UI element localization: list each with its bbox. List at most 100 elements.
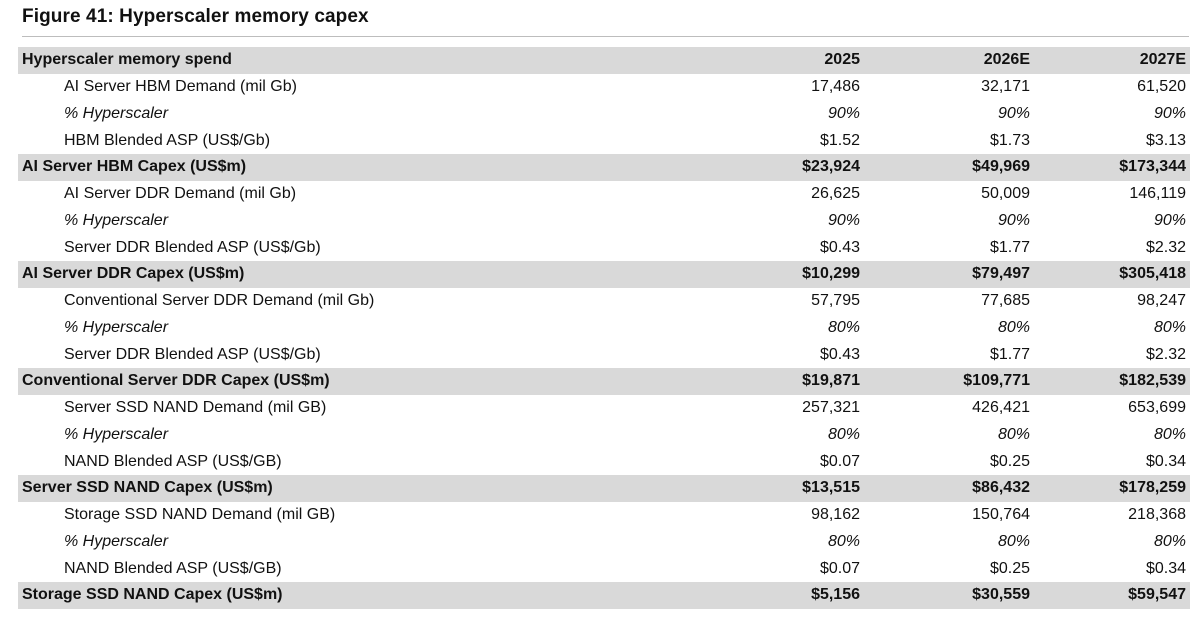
row-label: AI Server DDR Demand (mil Gb)	[64, 185, 297, 203]
cell-2025: 26,625	[811, 185, 860, 203]
figure-title: Figure 41: Hyperscaler memory capex	[22, 6, 369, 27]
cell-2027e: $182,539	[1034, 368, 1190, 395]
row-label: Server SSD NAND Capex (US$m)	[18, 475, 674, 502]
cell-2025: $13,515	[674, 475, 864, 502]
table-row: Storage SSD NAND Demand (mil GB) 98,162 …	[18, 502, 1190, 529]
subtotal-row: Storage SSD NAND Capex (US$m) $5,156 $30…	[18, 582, 1190, 609]
subtotal-row: Server SSD NAND Capex (US$m) $13,515 $86…	[18, 475, 1190, 502]
header-year-2027e: 2027E	[1034, 47, 1190, 74]
cell-2027e: $305,418	[1034, 261, 1190, 288]
row-label: Conventional Server DDR Capex (US$m)	[18, 368, 674, 395]
cell-2026e: $79,497	[864, 261, 1034, 288]
row-label: % Hyperscaler	[64, 211, 169, 229]
cell-2026e: 50,009	[981, 185, 1030, 203]
table-row: AI Server DDR Demand (mil Gb) 26,625 50,…	[18, 181, 1190, 208]
cell-2025: 80%	[827, 318, 860, 336]
cell-2026e: $1.73	[989, 131, 1030, 149]
table-row: AI Server HBM Demand (mil Gb) 17,486 32,…	[18, 74, 1190, 101]
cell-2027e: 80%	[1153, 532, 1186, 550]
row-label: AI Server HBM Capex (US$m)	[18, 154, 674, 181]
cell-2025: $0.43	[819, 238, 860, 256]
cell-2025: $10,299	[674, 261, 864, 288]
cell-2026e: 32,171	[981, 78, 1030, 96]
cell-2027e: $178,259	[1034, 475, 1190, 502]
cell-2026e: 80%	[997, 425, 1030, 443]
row-label: AI Server DDR Capex (US$m)	[18, 261, 674, 288]
cell-2026e: $109,771	[864, 368, 1034, 395]
cell-2027e: 218,368	[1128, 506, 1186, 524]
cell-2027e: 90%	[1153, 104, 1186, 122]
cell-2026e: $30,559	[864, 582, 1034, 609]
cell-2026e: $86,432	[864, 475, 1034, 502]
table-row: % Hyperscaler 90% 90% 90%	[18, 208, 1190, 235]
cell-2026e: $0.25	[989, 452, 1030, 470]
table-row: Server DDR Blended ASP (US$/Gb) $0.43 $1…	[18, 341, 1190, 368]
cell-2025: 90%	[827, 104, 860, 122]
cell-2026e: $1.77	[989, 238, 1030, 256]
subtotal-row: AI Server DDR Capex (US$m) $10,299 $79,4…	[18, 261, 1190, 288]
row-label: Conventional Server DDR Demand (mil Gb)	[64, 292, 375, 310]
row-label: NAND Blended ASP (US$/GB)	[64, 452, 282, 470]
cell-2025: 90%	[827, 211, 860, 229]
cell-2027e: $0.34	[1145, 452, 1186, 470]
cell-2026e: $49,969	[864, 154, 1034, 181]
row-label: % Hyperscaler	[64, 104, 169, 122]
cell-2026e: 80%	[997, 532, 1030, 550]
capex-table: Hyperscaler memory spend 2025 2026E 2027…	[18, 47, 1190, 609]
row-label: Server SSD NAND Demand (mil GB)	[64, 399, 327, 417]
cell-2027e: $2.32	[1145, 238, 1186, 256]
cell-2025: $0.07	[819, 559, 860, 577]
row-label: AI Server HBM Demand (mil Gb)	[64, 78, 297, 96]
table-header-row: Hyperscaler memory spend 2025 2026E 2027…	[18, 47, 1190, 74]
subtotal-row: Conventional Server DDR Capex (US$m) $19…	[18, 368, 1190, 395]
row-label: Storage SSD NAND Capex (US$m)	[18, 582, 674, 609]
cell-2027e: 653,699	[1128, 399, 1186, 417]
row-label: HBM Blended ASP (US$/Gb)	[64, 131, 271, 149]
cell-2025: 17,486	[811, 78, 860, 96]
cell-2025: $0.07	[819, 452, 860, 470]
cell-2026e: 150,764	[972, 506, 1030, 524]
cell-2026e: $1.77	[989, 345, 1030, 363]
cell-2025: 80%	[827, 425, 860, 443]
cell-2027e: 98,247	[1137, 292, 1186, 310]
row-label: Server DDR Blended ASP (US$/Gb)	[64, 238, 321, 256]
cell-2027e: $0.34	[1145, 559, 1186, 577]
cell-2027e: $59,547	[1034, 582, 1190, 609]
cell-2026e: $0.25	[989, 559, 1030, 577]
cell-2026e: 77,685	[981, 292, 1030, 310]
cell-2026e: 426,421	[972, 399, 1030, 417]
cell-2027e: 80%	[1153, 318, 1186, 336]
table-row: % Hyperscaler 80% 80% 80%	[18, 529, 1190, 556]
cell-2025: $1.52	[819, 131, 860, 149]
table-row: Conventional Server DDR Demand (mil Gb) …	[18, 288, 1190, 315]
cell-2025: $0.43	[819, 345, 860, 363]
table-row: % Hyperscaler 80% 80% 80%	[18, 422, 1190, 449]
cell-2025: $5,156	[674, 582, 864, 609]
table-row: Server DDR Blended ASP (US$/Gb) $0.43 $1…	[18, 234, 1190, 261]
subtotal-row: AI Server HBM Capex (US$m) $23,924 $49,9…	[18, 154, 1190, 181]
cell-2027e: $2.32	[1145, 345, 1186, 363]
table-row: Server SSD NAND Demand (mil GB) 257,321 …	[18, 395, 1190, 422]
cell-2025: 98,162	[811, 506, 860, 524]
table-row: NAND Blended ASP (US$/GB) $0.07 $0.25 $0…	[18, 555, 1190, 582]
table-row: NAND Blended ASP (US$/GB) $0.07 $0.25 $0…	[18, 448, 1190, 475]
cell-2027e: 61,520	[1137, 78, 1186, 96]
row-label: Storage SSD NAND Demand (mil GB)	[64, 506, 336, 524]
cell-2025: 57,795	[811, 292, 860, 310]
row-label: % Hyperscaler	[64, 318, 169, 336]
row-label: % Hyperscaler	[64, 425, 169, 443]
cell-2025: 257,321	[802, 399, 860, 417]
cell-2025: $19,871	[674, 368, 864, 395]
cell-2027e: 80%	[1153, 425, 1186, 443]
header-year-2026e: 2026E	[864, 47, 1034, 74]
title-divider	[22, 36, 1189, 37]
cell-2027e: 90%	[1153, 211, 1186, 229]
header-label: Hyperscaler memory spend	[18, 47, 674, 74]
cell-2027e: $173,344	[1034, 154, 1190, 181]
row-label: Server DDR Blended ASP (US$/Gb)	[64, 345, 321, 363]
cell-2026e: 90%	[997, 104, 1030, 122]
cell-2026e: 90%	[997, 211, 1030, 229]
cell-2025: 80%	[827, 532, 860, 550]
header-year-2025: 2025	[674, 47, 864, 74]
